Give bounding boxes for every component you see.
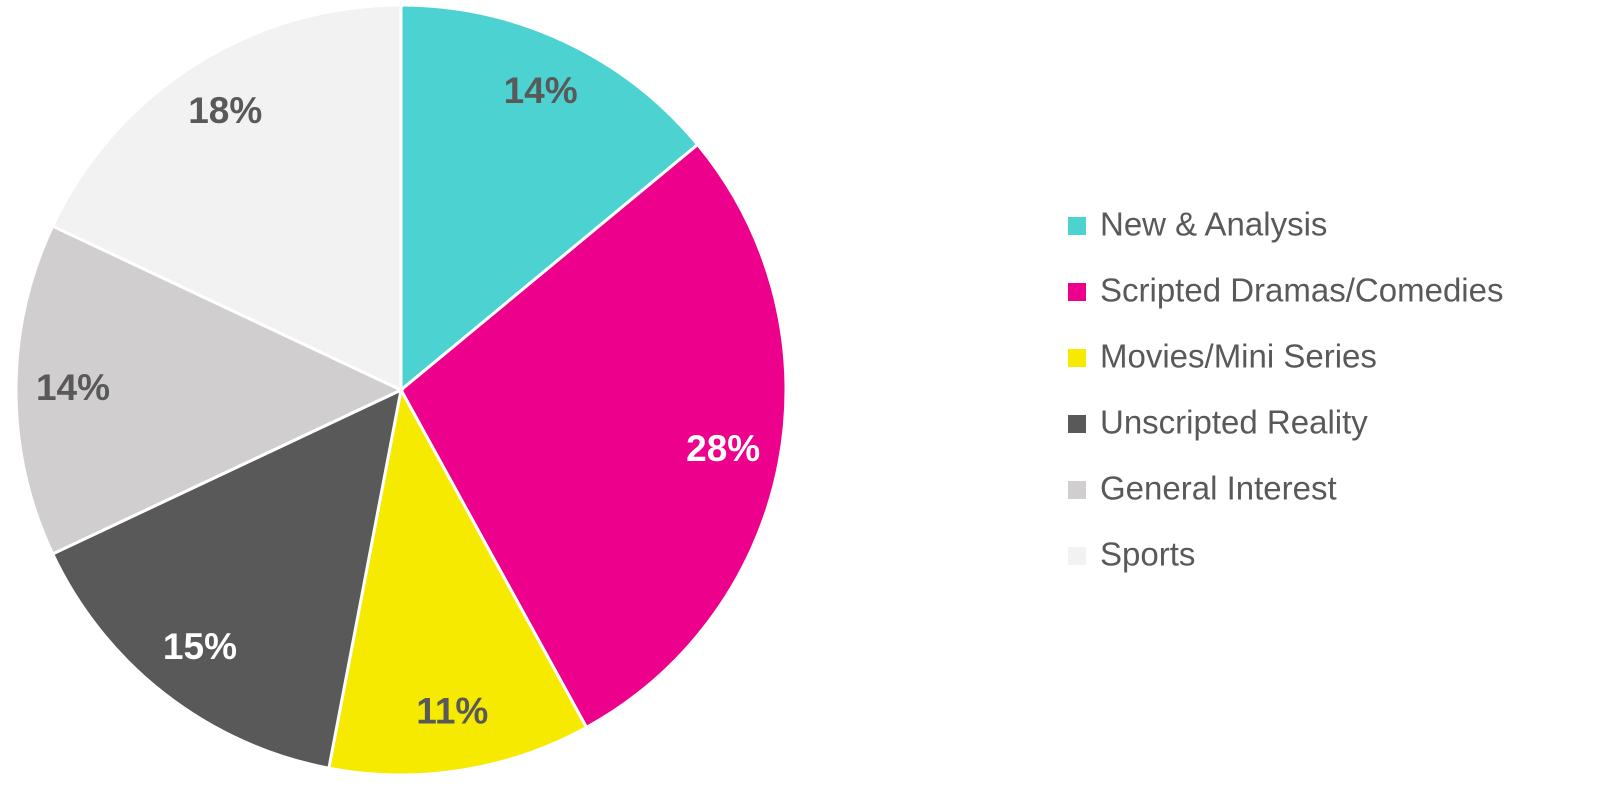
legend-label: Unscripted Reality (1100, 404, 1368, 441)
legend-label: Scripted Dramas/Comedies (1100, 272, 1503, 309)
data-label: 28% (686, 428, 760, 469)
legend-label: General Interest (1100, 470, 1337, 507)
legend-swatch (1068, 217, 1086, 235)
pie-slice (50, 387, 404, 770)
legend-label: Movies/Mini Series (1100, 338, 1377, 375)
data-label: 18% (188, 90, 262, 131)
data-label: 14% (504, 70, 578, 111)
pie-slice (399, 142, 788, 730)
legend-label: Sports (1100, 536, 1195, 573)
pie-slice (327, 385, 589, 777)
pie-slice (50, 3, 403, 393)
legend-swatch (1068, 415, 1086, 433)
data-label: 15% (163, 626, 237, 667)
legend-swatch (1068, 349, 1086, 367)
legend-swatch (1068, 547, 1086, 565)
data-label: 11% (416, 691, 488, 732)
legend-swatch (1068, 481, 1086, 499)
legend-swatch (1068, 283, 1086, 301)
legend-label: New & Analysis (1100, 206, 1327, 243)
data-label: 14% (36, 367, 110, 408)
pie-slice (399, 3, 700, 394)
pie-slice (14, 224, 405, 556)
